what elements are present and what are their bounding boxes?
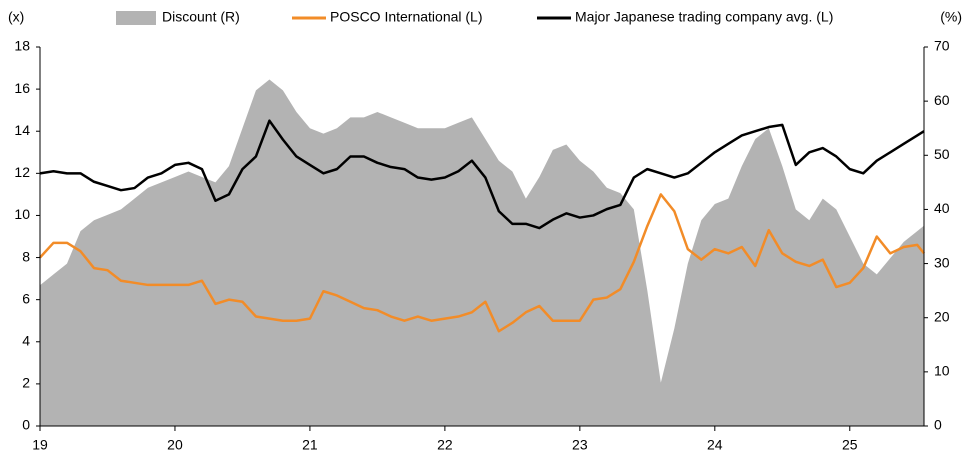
y-tick-label: 4: [22, 332, 30, 348]
x-tick-label: 23: [572, 437, 588, 453]
x-tick-label: 24: [707, 437, 723, 453]
y-tick-label: 0: [22, 417, 30, 433]
y2-tick-label: 40: [934, 200, 950, 216]
y2-tick-label: 0: [934, 417, 942, 433]
series-line: [39, 193, 925, 333]
series-line: [39, 119, 925, 230]
y-tick-label: 10: [14, 206, 30, 222]
y2-axis-label: (%): [940, 9, 962, 25]
y-tick-label: 16: [14, 80, 30, 96]
legend-label: Discount (R): [162, 9, 240, 25]
y2-tick-label: 10: [934, 363, 950, 379]
y-tick-label: 12: [14, 164, 30, 180]
y-tick-label: 2: [22, 375, 30, 391]
discount-area: [40, 79, 924, 426]
y-tick-label: 6: [22, 290, 30, 306]
legend-label: POSCO International (L): [330, 9, 483, 25]
x-tick-label: 25: [842, 437, 858, 453]
y2-tick-label: 70: [934, 38, 950, 54]
x-tick-label: 19: [32, 437, 48, 453]
y2-tick-label: 20: [934, 308, 950, 324]
y2-tick-label: 60: [934, 92, 950, 108]
y-tick-label: 14: [14, 122, 30, 138]
y2-tick-label: 50: [934, 146, 950, 162]
legend-label: Major Japanese trading company avg. (L): [575, 9, 833, 25]
y-axis-label: (x): [8, 9, 24, 25]
y2-tick-label: 30: [934, 254, 950, 270]
x-tick-label: 20: [167, 437, 183, 453]
y-tick-label: 18: [14, 38, 30, 54]
legend-swatch: [116, 11, 156, 25]
x-tick-label: 21: [302, 437, 318, 453]
x-tick-label: 22: [437, 437, 453, 453]
y-tick-label: 8: [22, 248, 30, 264]
